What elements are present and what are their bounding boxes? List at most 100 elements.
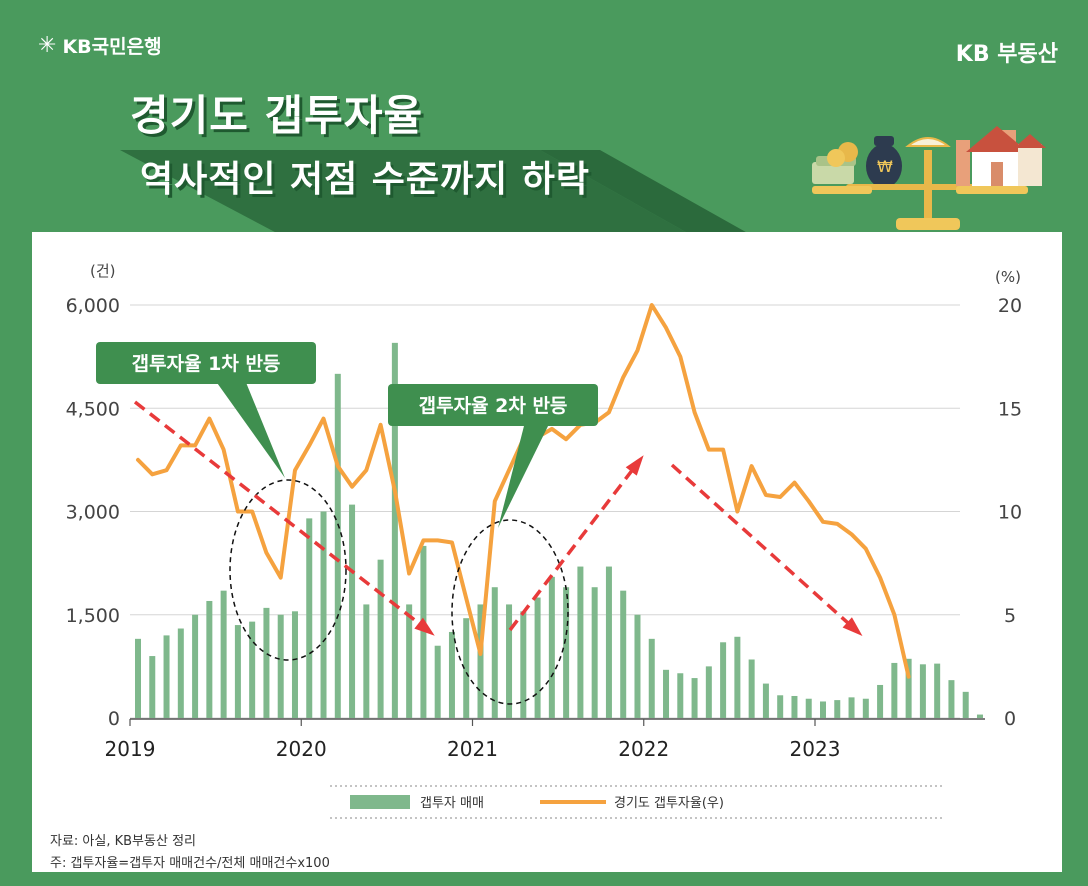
bar: [463, 618, 470, 718]
callout-second-rebound-text: 갭투자율 2차 반등: [419, 395, 568, 417]
bar: [506, 604, 513, 718]
bar: [762, 683, 769, 718]
bar: [976, 714, 983, 718]
bar: [220, 590, 227, 718]
bar: [919, 664, 926, 718]
bar: [406, 604, 413, 718]
svg-text:₩: ₩: [877, 157, 893, 176]
bar: [477, 604, 484, 718]
kb-bank-logo: ✳ KB국민은행: [38, 32, 162, 59]
bar: [748, 659, 755, 718]
bar: [377, 559, 384, 718]
bar: [177, 628, 184, 718]
x-tick-label: 2020: [276, 737, 327, 761]
source-note: 자료: 아실, KB부동산 정리: [50, 834, 196, 849]
bar: [434, 645, 441, 718]
title-line-2: 역사적인 저점 수준까지 하락: [140, 159, 591, 200]
callout-second-rebound-pointer: [498, 422, 550, 528]
bar: [891, 662, 898, 718]
kb-star-icon: ✳: [38, 33, 57, 58]
scale-illustration: ₩: [812, 126, 1046, 230]
left-unit-label: (건): [90, 262, 116, 280]
bar: [149, 656, 156, 718]
bar: [777, 695, 784, 718]
legend-bar-label: 갭투자 매매: [420, 796, 484, 811]
bar: [677, 673, 684, 718]
bar: [391, 342, 398, 718]
uptrend-arrow: [508, 458, 642, 632]
kb-realestate-brand: KB 부동산: [955, 42, 1058, 67]
left-tick-label: 6,000: [66, 295, 120, 317]
bar: [605, 566, 612, 718]
downtrend-arrow-1: [133, 400, 432, 634]
bar: [234, 625, 241, 718]
bar: [820, 701, 826, 718]
bank-name: KB국민은행: [62, 36, 162, 58]
bar: [192, 614, 199, 718]
right-unit-label: (%): [995, 268, 1021, 286]
bar: [834, 700, 841, 718]
x-tick-label: 2023: [790, 737, 841, 761]
bar: [135, 638, 141, 718]
bar: [534, 597, 541, 718]
bar: [791, 695, 798, 718]
downtrend-arrow-1-head: [414, 617, 435, 636]
callout-second-rebound-box: [388, 384, 598, 426]
callout-first-rebound-text: 갭투자율 1차 반등: [132, 353, 281, 375]
title-shadow-band: [120, 150, 760, 240]
bar: [734, 636, 741, 718]
bar: [663, 669, 670, 718]
dashed-ellipse-2: [451, 519, 569, 705]
callout-first-rebound-box: [96, 342, 316, 384]
bar: [877, 684, 884, 718]
bar: [948, 680, 955, 718]
bar: [805, 698, 812, 718]
bar: [491, 587, 498, 718]
left-tick-label: 0: [108, 708, 120, 730]
house-icon: [956, 126, 1046, 186]
bar: [577, 566, 584, 718]
chart-panel: [32, 232, 1062, 872]
bar: [934, 663, 941, 718]
right-tick-label: 20: [998, 295, 1022, 317]
formula-note: 주: 갭투자율=갭투자 매매건수/전체 매매건수x100: [50, 856, 330, 871]
x-tick-label: 2019: [105, 737, 156, 761]
title-line-1: 경기도 갭투자율: [130, 91, 424, 140]
x-tick-label: 2021: [447, 737, 498, 761]
bar: [334, 373, 341, 718]
bar: [962, 691, 969, 718]
uptrend-arrow-head: [625, 455, 644, 476]
downtrend-arrow-2-head: [842, 617, 863, 637]
x-tick-label: 2022: [618, 737, 669, 761]
bar: [291, 611, 298, 718]
bar: [720, 642, 727, 718]
bar: [320, 511, 327, 718]
money-bag-icon: ₩: [866, 136, 902, 188]
bar: [306, 518, 313, 718]
bar: [648, 638, 655, 718]
left-tick-label: 1,500: [66, 605, 120, 627]
bar: [563, 587, 570, 718]
bar: [249, 621, 256, 718]
right-tick-label: 5: [1004, 605, 1016, 627]
right-tick-label: 10: [998, 502, 1022, 524]
bar: [591, 587, 598, 718]
bar: [520, 611, 527, 718]
bar: [634, 614, 641, 718]
right-tick-label: 15: [998, 398, 1022, 420]
bar: [691, 678, 698, 718]
callout-first-rebound-pointer: [215, 380, 285, 478]
legend-bar-swatch: [350, 795, 410, 809]
left-tick-label: 3,000: [66, 502, 120, 524]
balance-scale-icon: [812, 137, 1028, 230]
bar: [862, 698, 869, 718]
bar: [705, 666, 712, 718]
bar: [363, 604, 370, 718]
dashed-ellipse-1: [229, 479, 347, 661]
coins-icon: [812, 142, 858, 184]
bar: [277, 614, 284, 718]
bar: [905, 658, 912, 718]
left-tick-label: 4,500: [66, 398, 120, 420]
